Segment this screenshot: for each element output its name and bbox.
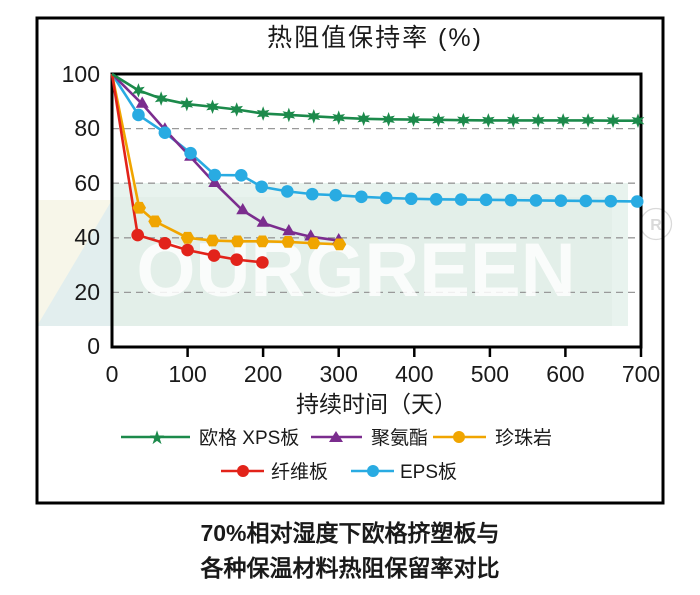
svg-text:欧格 XPS板: 欧格 XPS板 bbox=[199, 427, 299, 449]
svg-text:100: 100 bbox=[62, 61, 100, 87]
svg-text:200: 200 bbox=[244, 361, 282, 387]
svg-text:40: 40 bbox=[74, 224, 100, 250]
svg-text:100: 100 bbox=[168, 361, 206, 387]
svg-text:0: 0 bbox=[106, 361, 119, 387]
svg-text:500: 500 bbox=[471, 361, 509, 387]
svg-text:80: 80 bbox=[74, 115, 100, 141]
svg-text:70%相对湿度下欧格挤塑板与: 70%相对湿度下欧格挤塑板与 bbox=[200, 520, 499, 546]
svg-text:60: 60 bbox=[74, 170, 100, 196]
svg-text:20: 20 bbox=[74, 279, 100, 305]
svg-text:EPS板: EPS板 bbox=[400, 461, 457, 483]
svg-text:纤维板: 纤维板 bbox=[271, 461, 328, 483]
svg-text:持续时间（天）: 持续时间（天） bbox=[296, 391, 457, 417]
svg-text:OURGREEN: OURGREEN bbox=[136, 228, 575, 313]
svg-text:★: ★ bbox=[148, 428, 165, 449]
svg-text:0: 0 bbox=[87, 333, 100, 359]
svg-text:700: 700 bbox=[622, 361, 660, 387]
svg-text:400: 400 bbox=[395, 361, 433, 387]
svg-text:热阻值保持率 (%): 热阻值保持率 (%) bbox=[267, 24, 483, 52]
svg-text:珍珠岩: 珍珠岩 bbox=[495, 427, 552, 449]
svg-text:600: 600 bbox=[546, 361, 584, 387]
svg-text:聚氨酯: 聚氨酯 bbox=[371, 427, 428, 449]
svg-text:300: 300 bbox=[320, 361, 358, 387]
svg-text:R: R bbox=[650, 217, 662, 234]
svg-text:各种保温材料热阻保留率对比: 各种保温材料热阻保留率对比 bbox=[200, 555, 500, 581]
